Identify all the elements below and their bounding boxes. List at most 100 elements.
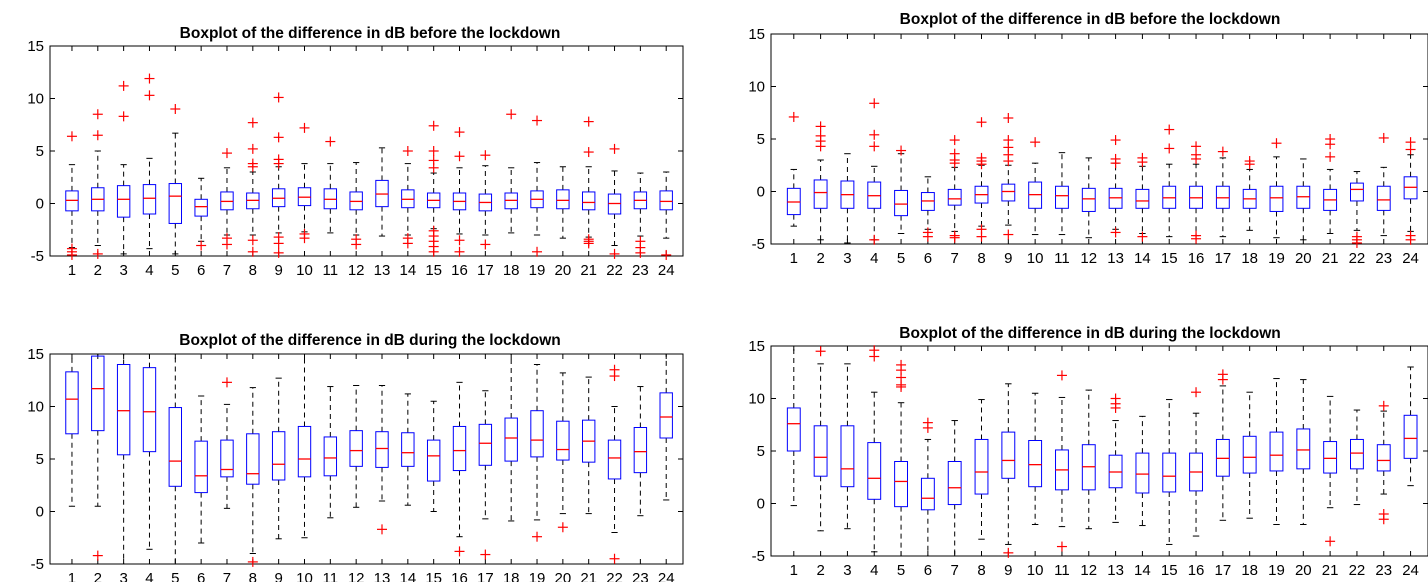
box-8: 8: [975, 346, 988, 579]
y-tick-label: 0: [36, 504, 44, 521]
x-tick-label: 14: [399, 570, 416, 582]
iqr-box: [1136, 453, 1149, 493]
x-tick-label: 3: [843, 250, 851, 267]
box-3: 3: [117, 46, 129, 279]
box-20: 20: [1295, 346, 1312, 579]
iqr-box: [1270, 432, 1283, 471]
y-tick-label: -5: [752, 236, 765, 253]
outlier-marker: [480, 550, 490, 560]
x-tick-label: 3: [843, 562, 851, 579]
box-1: 1: [66, 46, 78, 279]
iqr-box: [1324, 442, 1337, 474]
outlier-marker: [351, 239, 361, 249]
iqr-box: [895, 190, 908, 215]
outlier-marker: [950, 135, 960, 145]
x-tick-label: 22: [1349, 250, 1366, 267]
outlier-marker: [119, 81, 129, 91]
outlier-marker: [661, 250, 671, 260]
x-tick-label: 16: [451, 570, 468, 582]
x-tick-label: 6: [197, 262, 205, 279]
iqr-box: [1351, 183, 1364, 201]
iqr-box: [117, 186, 129, 218]
outlier-marker: [1111, 403, 1121, 413]
outlier-marker: [1057, 370, 1067, 380]
x-tick-label: 5: [171, 570, 179, 582]
outlier-marker: [950, 233, 960, 243]
outlier-marker: [1379, 401, 1389, 411]
x-tick-label: 22: [606, 570, 623, 582]
outlier-marker: [1379, 133, 1389, 143]
x-tick-label: 18: [1241, 250, 1258, 267]
outlier-marker: [1191, 387, 1201, 397]
iqr-box: [1163, 453, 1176, 492]
outlier-marker: [1111, 135, 1121, 145]
axes-frame: [50, 46, 683, 256]
iqr-box: [1404, 415, 1417, 458]
box-18: 18: [503, 46, 520, 279]
outlier-marker: [67, 131, 77, 141]
x-tick-label: 15: [425, 570, 442, 582]
box-13: 13: [374, 354, 391, 582]
box-24: 24: [1402, 346, 1419, 579]
x-tick-label: 7: [951, 562, 959, 579]
outlier-marker: [1218, 147, 1228, 157]
y-tick-label: -5: [31, 556, 44, 573]
x-tick-label: 20: [1295, 562, 1312, 579]
x-tick-label: 12: [1080, 562, 1097, 579]
outlier-marker: [1003, 156, 1013, 166]
box-20: 20: [1295, 34, 1312, 267]
y-tick-label: 15: [748, 26, 765, 43]
iqr-box: [660, 191, 672, 210]
x-tick-label: 7: [223, 570, 231, 582]
box-19: 19: [1268, 346, 1285, 579]
x-tick-label: 10: [1027, 250, 1044, 267]
box-4: 4: [868, 345, 881, 579]
panel-title: Boxplot of the difference in dB during t…: [899, 325, 1280, 342]
outlier-marker: [403, 146, 413, 156]
box-24: 24: [658, 46, 675, 279]
outlier-marker: [816, 346, 826, 356]
outlier-marker: [222, 148, 232, 158]
box-23: 23: [1375, 346, 1392, 579]
x-tick-label: 4: [145, 570, 153, 582]
x-tick-label: 11: [323, 262, 339, 279]
outlier-marker: [896, 382, 906, 392]
iqr-box: [195, 199, 207, 216]
y-tick-label: 10: [748, 79, 765, 96]
x-tick-label: 22: [606, 262, 623, 279]
iqr-box: [1351, 439, 1364, 468]
x-tick-label: 24: [1402, 250, 1419, 267]
box-10: 10: [296, 354, 313, 582]
iqr-box: [169, 184, 181, 224]
box-19: 19: [1268, 34, 1285, 267]
box-15: 15: [1161, 34, 1178, 267]
box-8: 8: [247, 46, 259, 279]
x-tick-label: 1: [790, 562, 798, 579]
x-tick-label: 8: [249, 570, 257, 582]
iqr-box: [1270, 186, 1283, 211]
box-24: 24: [1402, 34, 1419, 267]
x-tick-label: 20: [555, 262, 572, 279]
iqr-box: [247, 434, 259, 484]
x-tick-label: 17: [1215, 250, 1232, 267]
x-tick-label: 5: [171, 262, 179, 279]
iqr-box: [1136, 189, 1149, 208]
box-22: 22: [606, 354, 623, 582]
x-tick-label: 23: [1375, 250, 1392, 267]
x-tick-label: 6: [197, 570, 205, 582]
box-14: 14: [399, 46, 416, 279]
iqr-box: [814, 180, 827, 208]
x-tick-label: 16: [451, 262, 468, 279]
box-16: 16: [451, 46, 468, 279]
x-tick-label: 8: [977, 562, 985, 579]
box-21: 21: [580, 46, 597, 279]
x-tick-label: 18: [1241, 562, 1258, 579]
x-tick-label: 4: [870, 562, 878, 579]
box-12: 12: [348, 354, 365, 582]
x-tick-label: 10: [296, 570, 313, 582]
iqr-box: [948, 189, 961, 205]
box-4: 4: [143, 46, 155, 279]
outlier-marker: [532, 116, 542, 126]
outlier-marker: [977, 117, 987, 127]
